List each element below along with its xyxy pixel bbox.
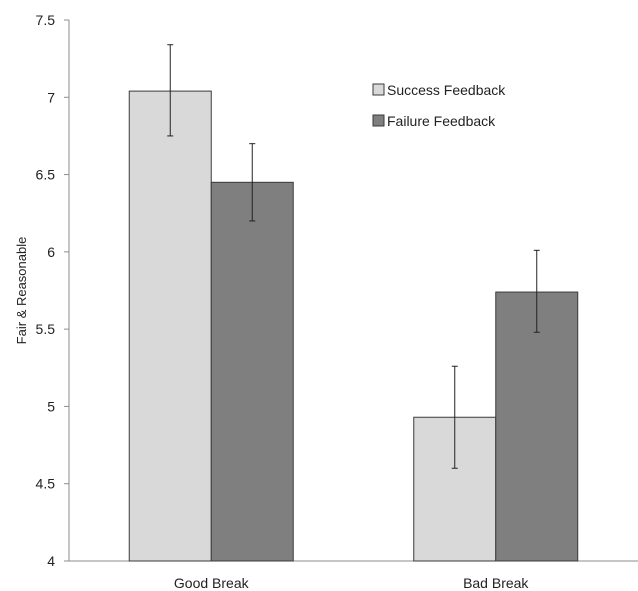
bar [210, 181, 294, 562]
legend: Success Feedback Failure Feedback [372, 82, 506, 129]
bar [128, 90, 212, 562]
category-label: Bad Break [463, 575, 529, 591]
legend-swatch [372, 114, 385, 127]
y-tick-label: 5.5 [36, 321, 56, 337]
bar [495, 291, 579, 562]
bars [128, 90, 579, 562]
y-tick-label: 6 [47, 244, 55, 260]
y-tick-label: 5 [47, 398, 55, 414]
category-label: Good Break [174, 575, 250, 591]
y-axis: 4 4.5 5 5.5 6 6.5 7 7.5 [36, 12, 70, 569]
legend-label: Failure Feedback [387, 113, 496, 129]
y-axis-title: Fair & Reasonable [14, 237, 29, 345]
y-tick-label: 7 [47, 89, 55, 105]
y-tick-label: 7.5 [36, 12, 56, 28]
category-labels: Good Break Bad Break [174, 575, 530, 591]
y-tick-label: 4.5 [36, 476, 56, 492]
y-tick-label: 6.5 [36, 167, 56, 183]
y-tick-label: 4 [47, 553, 55, 569]
error-bars [167, 44, 540, 469]
legend-swatch [372, 83, 385, 96]
legend-label: Success Feedback [387, 82, 506, 98]
